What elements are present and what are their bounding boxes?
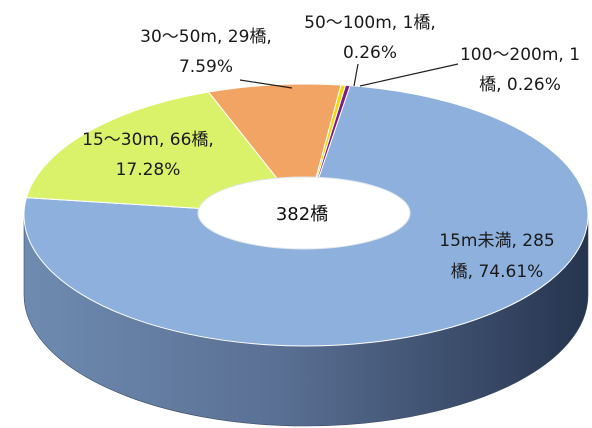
center-total-label: 382橋	[276, 204, 328, 225]
slice-labels: 15m未満, 285 橋, 74.61% 15～30m, 66橋, 17.28% 30～…	[82, 13, 580, 282]
slice-label-4-line-1: 橋, 0.26%	[479, 75, 561, 95]
leader-line-4	[359, 63, 459, 87]
slice-label-1-line-1: 17.28%	[116, 160, 181, 180]
slice-label-1-line-0: 15～30m, 66橋,	[82, 130, 214, 150]
center-hole	[197, 176, 411, 250]
slice-label-4-line-0: 100～200m, 1	[460, 45, 580, 65]
leader-lines	[239, 63, 459, 89]
slice-label-3-line-0: 50～100m, 1橋,	[304, 13, 436, 33]
slice-label-3-line-1: 0.26%	[343, 43, 397, 63]
leader-line-3	[353, 63, 359, 87]
leader-line-2	[239, 79, 293, 89]
slice-top-1	[25, 91, 308, 216]
slice-label-2-line-0: 30～50m, 29橋,	[140, 27, 272, 47]
slice-label-0-line-1: 橋, 74.61%	[451, 262, 544, 282]
slice-label-0-line-0: 15m未満, 285	[439, 231, 554, 251]
slice-label-2-line-1: 7.59%	[179, 57, 233, 77]
donut-hole: 382橋	[197, 176, 411, 250]
